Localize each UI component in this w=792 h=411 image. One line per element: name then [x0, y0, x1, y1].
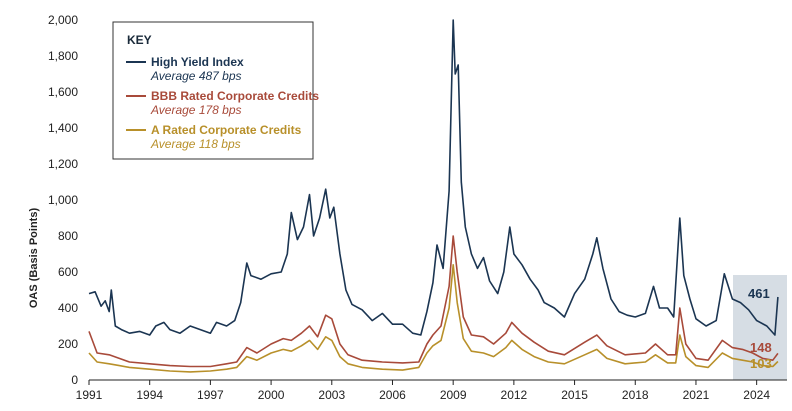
end-value-high-yield: 461: [748, 286, 770, 301]
legend: KEY High Yield Index Average 487 bps BBB…: [112, 21, 319, 160]
legend-average-high-yield: Average 487 bps: [150, 69, 242, 83]
x-tick-label: 1997: [197, 388, 224, 402]
y-axis-ticks: 0 200 400 600 800 1,000 1,200 1,400 1,600 1,800 2,…: [48, 13, 78, 387]
x-tick-label: 2000: [258, 388, 285, 402]
x-axis-ticks: 1991 1994 1997 2000 2003 2006 2009 2012 2015 2018…: [76, 380, 770, 402]
y-tick-label: 400: [58, 301, 78, 315]
x-tick-label: 2006: [379, 388, 406, 402]
x-tick-label: 2021: [683, 388, 710, 402]
end-value-bbb: 148: [750, 340, 772, 355]
legend-box: [112, 21, 314, 160]
legend-title: KEY: [127, 33, 152, 47]
x-tick-label: 2003: [318, 388, 345, 402]
series-line-a-rated: [88, 264, 779, 373]
x-tick-label: 2024: [743, 388, 770, 402]
legend-label-bbb: BBB Rated Corporate Credits: [151, 89, 319, 103]
x-tick-label: 2015: [561, 388, 588, 402]
y-tick-label: 1,000: [48, 193, 78, 207]
y-tick-label: 1,600: [48, 85, 78, 99]
series-line-bbb: [88, 235, 779, 368]
x-tick-label: 1994: [136, 388, 163, 402]
series-layer: [88, 19, 779, 373]
y-tick-label: 2,000: [48, 13, 78, 27]
legend-average-a-rated: Average 118 bps: [150, 137, 241, 151]
legend-label-high-yield: High Yield Index: [151, 55, 244, 69]
y-tick-label: 1,200: [48, 157, 78, 171]
x-tick-label: 2012: [501, 388, 528, 402]
y-tick-label: 600: [58, 265, 78, 279]
series-line-high-yield: [88, 19, 779, 336]
y-axis-title: OAS (Basis Points): [28, 208, 40, 309]
y-tick-label: 200: [58, 337, 78, 351]
legend-average-bbb: Average 178 bps: [150, 103, 242, 117]
y-tick-label: 1,800: [48, 49, 78, 63]
x-tick-label: 1991: [76, 388, 103, 402]
y-tick-label: 1,400: [48, 121, 78, 135]
end-value-a-rated: 103: [750, 356, 772, 371]
x-tick-label: 2018: [622, 388, 649, 402]
x-tick-label: 2009: [440, 388, 467, 402]
legend-label-a-rated: A Rated Corporate Credits: [151, 123, 302, 137]
y-tick-label: 0: [71, 373, 78, 387]
y-tick-label: 800: [58, 229, 78, 243]
